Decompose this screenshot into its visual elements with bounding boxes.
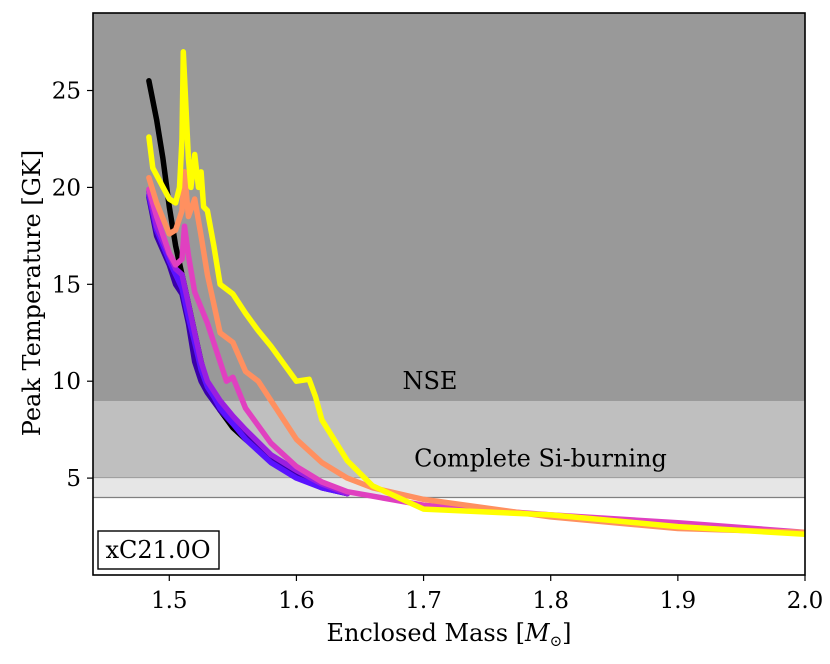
model-label-box: xC21.0O (97, 530, 220, 570)
y-tick-label-2: 15 (52, 272, 81, 298)
x-axis-ticks: 1.5 1.6 1.7 1.8 1.9 2.0 (151, 575, 823, 614)
region-label-0: NSE (402, 367, 457, 395)
region-label-1: Complete Si-burning (414, 444, 667, 472)
x-axis-title-symbol: M (524, 619, 551, 647)
x-tick-label-0: 1.5 (151, 588, 188, 614)
plot-frame (92, 12, 806, 576)
series-lines (146, 49, 805, 538)
y-tick-label-0: 5 (66, 466, 81, 492)
threshold-regions (93, 13, 805, 499)
y-tick-label-3: 20 (52, 175, 81, 201)
model-label: xC21.0O (105, 536, 210, 564)
x-axis-title-close: ] (562, 619, 571, 647)
x-axis-title-text: Enclosed Mass [ (326, 619, 525, 647)
y-axis-title: Peak Temperature [GK] (18, 150, 46, 436)
x-tick-label-5: 2.0 (787, 588, 824, 614)
x-tick-label-1: 1.6 (278, 588, 315, 614)
series-line-magenta (146, 186, 805, 536)
region-band-0 (93, 13, 805, 401)
x-tick-label-4: 1.9 (660, 588, 697, 614)
region-band-2 (93, 478, 805, 498)
region-labels: NSE Complete Si-burning (402, 367, 666, 473)
series-line-yellow (146, 49, 805, 538)
region-band-1 (93, 400, 805, 479)
x-tick-label-3: 1.8 (532, 588, 569, 614)
x-axis-title-subscript: ⊙ (550, 632, 563, 650)
y-tick-label-1: 10 (52, 369, 81, 395)
x-tick-label-2: 1.7 (405, 588, 442, 614)
y-axis-ticks: 5 10 15 20 25 (52, 79, 93, 492)
y-tick-label-4: 25 (52, 79, 81, 105)
x-axis-title: Enclosed Mass [M⊙] (326, 619, 571, 650)
